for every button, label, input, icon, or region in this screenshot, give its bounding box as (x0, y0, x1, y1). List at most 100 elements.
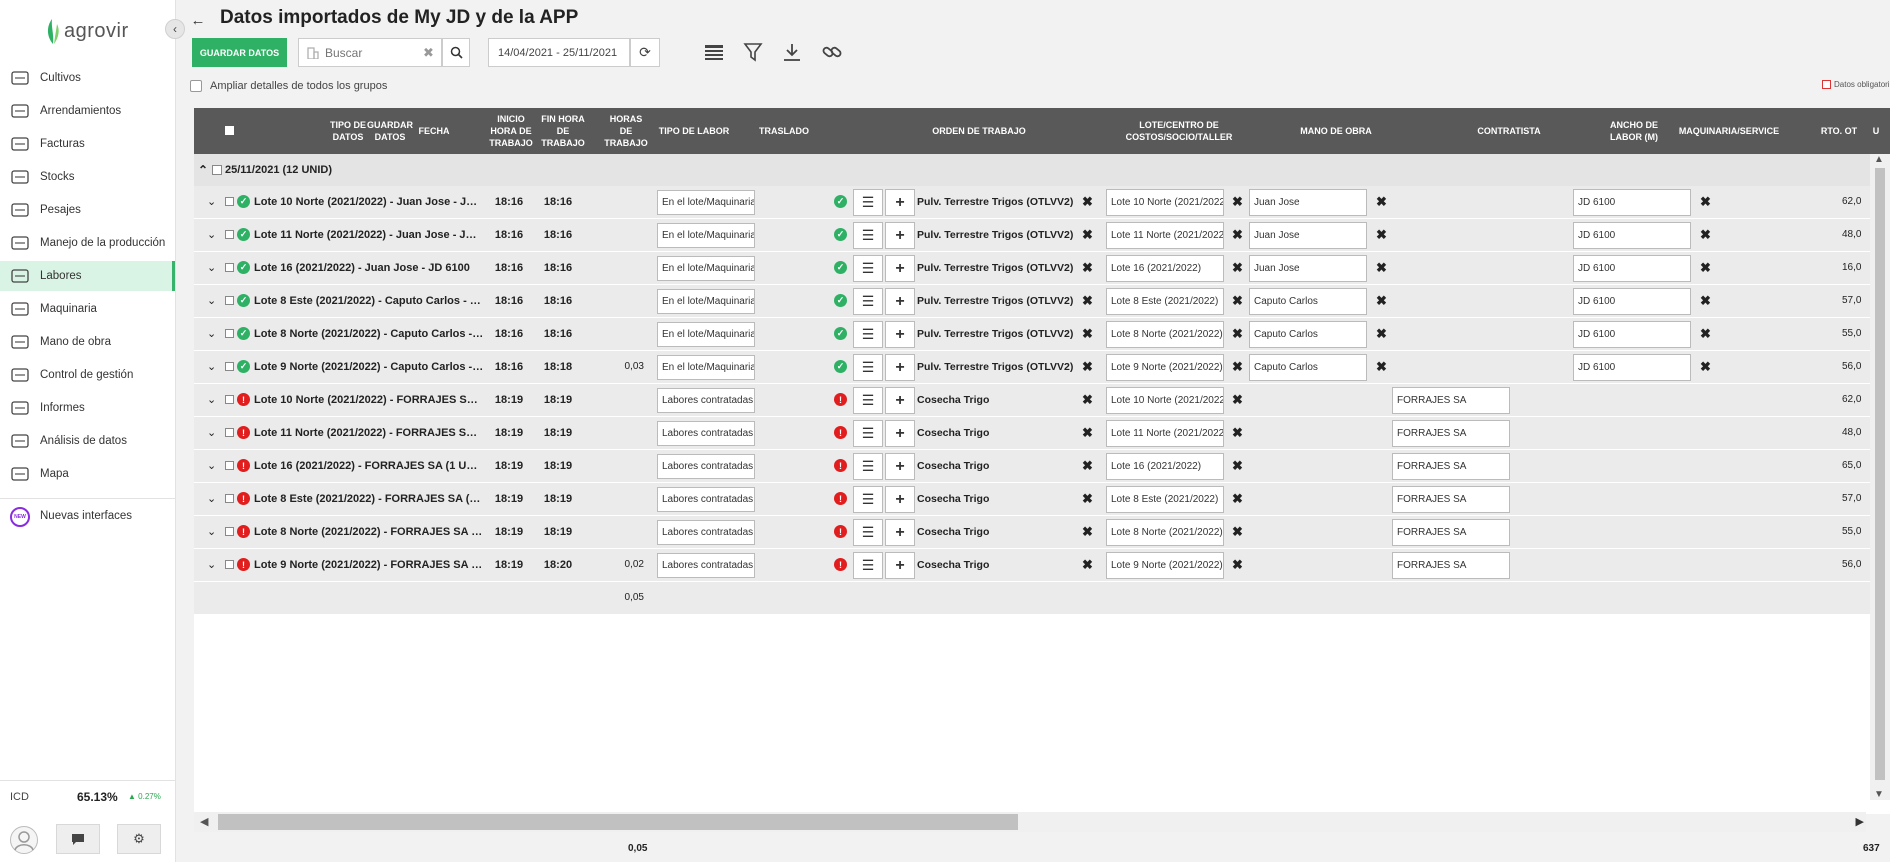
user-avatar[interactable] (10, 826, 38, 854)
chevron-down-icon[interactable]: ⌄ (207, 526, 217, 538)
expand-all-checkbox[interactable] (190, 80, 202, 92)
chevron-down-icon[interactable]: ⌄ (207, 394, 217, 406)
labor-type-select[interactable]: Labores contratadas (657, 388, 755, 413)
contratista-field[interactable]: FORRAJES SA (1392, 387, 1510, 414)
lote-field[interactable]: Lote 10 Norte (2021/2022) (1106, 387, 1224, 414)
order-menu-button[interactable]: ☰ (853, 255, 883, 282)
labor-type-select[interactable]: Labores contratadas (657, 553, 755, 578)
mano-obra-field[interactable]: Juan Jose (1249, 189, 1367, 216)
back-button[interactable]: ← (188, 10, 208, 30)
row-checkbox[interactable] (225, 428, 234, 437)
table-row[interactable]: ⌄! Lote 9 Norte (2021/2022) - FORRAJES SA… (194, 549, 1870, 582)
refresh-button[interactable]: ⟳ (630, 38, 660, 67)
table-row[interactable]: ⌄ ✓ Lote 9 Norte (2021/2022) - Caputo Carl… (194, 351, 1870, 384)
lote-field[interactable]: Lote 9 Norte (2021/2022) (1106, 354, 1224, 381)
row-checkbox[interactable] (225, 362, 234, 371)
sidebar-item-facturas[interactable]: Facturas (0, 129, 175, 159)
mano-obra-field[interactable]: Juan Jose (1249, 255, 1367, 282)
chevron-down-icon[interactable]: ⌄ (207, 262, 217, 274)
row-checkbox[interactable] (225, 395, 234, 404)
remove-order-icon[interactable]: ✖ (1082, 392, 1093, 407)
lote-field[interactable]: Lote 8 Norte (2021/2022) (1106, 519, 1224, 546)
remove-order-icon[interactable]: ✖ (1082, 227, 1093, 242)
row-checkbox[interactable] (225, 560, 234, 569)
labor-type-select[interactable]: En el lote/Maquinaria (657, 289, 755, 314)
sidebar-item-mapa[interactable]: Mapa (0, 459, 175, 489)
add-order-button[interactable]: + (885, 552, 915, 579)
labor-type-select[interactable]: Labores contratadas (657, 520, 755, 545)
columns-icon[interactable] (703, 42, 725, 62)
table-row[interactable]: ⌄ ✓ Lote 10 Norte (2021/2022) - Juan Jose … (194, 186, 1870, 219)
sidebar-item-maquinaria[interactable]: Maquinaria (0, 294, 175, 324)
table-row[interactable]: ⌄ ✓ Lote 16 (2021/2022) - Juan Jose - JD 6… (194, 252, 1870, 285)
contratista-field[interactable]: FORRAJES SA (1392, 420, 1510, 447)
mano-obra-field[interactable]: Juan Jose (1249, 222, 1367, 249)
remove-order-icon[interactable]: ✖ (1082, 293, 1093, 308)
sidebar-item-nuevas-interfaces[interactable]: NEW Nuevas interfaces (0, 501, 175, 531)
remove-lote-icon[interactable]: ✖ (1232, 260, 1243, 275)
header-maquinaria[interactable]: MAQUINARIA/SERVICE (1678, 126, 1780, 136)
order-menu-button[interactable]: ☰ (853, 288, 883, 315)
select-all-checkbox[interactable] (225, 126, 234, 135)
remove-maquinaria-icon[interactable]: ✖ (1700, 359, 1711, 374)
chevron-down-icon[interactable]: ⌄ (207, 229, 217, 241)
chevron-down-icon[interactable]: ⌄ (207, 559, 217, 571)
header-labor[interactable]: TIPO DE LABOR (658, 126, 730, 136)
maquinaria-field[interactable]: JD 6100 (1573, 321, 1691, 348)
horizontal-scrollbar[interactable]: ◀ ▶ (194, 812, 1866, 832)
lote-field[interactable]: Lote 8 Norte (2021/2022) (1106, 321, 1224, 348)
chevron-down-icon[interactable]: ⌄ (207, 196, 217, 208)
remove-lote-icon[interactable]: ✖ (1232, 194, 1243, 209)
add-order-button[interactable]: + (885, 519, 915, 546)
sidebar-item-informes[interactable]: Informes (0, 393, 175, 423)
labor-type-select[interactable]: En el lote/Maquinaria (657, 190, 755, 215)
remove-order-icon[interactable]: ✖ (1082, 491, 1093, 506)
remove-lote-icon[interactable]: ✖ (1232, 326, 1243, 341)
remove-mano-obra-icon[interactable]: ✖ (1376, 359, 1387, 374)
remove-maquinaria-icon[interactable]: ✖ (1700, 326, 1711, 341)
remove-maquinaria-icon[interactable]: ✖ (1700, 293, 1711, 308)
mano-obra-field[interactable]: Caputo Carlos (1249, 321, 1367, 348)
row-checkbox[interactable] (225, 230, 234, 239)
maquinaria-field[interactable]: JD 6100 (1573, 222, 1691, 249)
row-checkbox[interactable] (225, 527, 234, 536)
settings-button[interactable]: ⚙ (117, 824, 161, 854)
labor-type-select[interactable]: En el lote/Maquinaria (657, 322, 755, 347)
sidebar-item-manejo-de-la-producci-n[interactable]: Manejo de la producción (0, 228, 175, 258)
remove-lote-icon[interactable]: ✖ (1232, 458, 1243, 473)
search-input[interactable] (325, 44, 421, 62)
lote-field[interactable]: Lote 11 Norte (2021/2022) (1106, 222, 1224, 249)
lote-field[interactable]: Lote 16 (2021/2022) (1106, 255, 1224, 282)
header-orden[interactable]: ORDEN DE TRABAJO (932, 126, 1026, 136)
order-menu-button[interactable]: ☰ (853, 486, 883, 513)
remove-order-icon[interactable]: ✖ (1082, 260, 1093, 275)
remove-lote-icon[interactable]: ✖ (1232, 392, 1243, 407)
table-row[interactable]: ⌄ ✓ Lote 8 Este (2021/2022) - Caputo Carlo… (194, 285, 1870, 318)
lote-field[interactable]: Lote 11 Norte (2021/2022) (1106, 420, 1224, 447)
scroll-right-icon[interactable]: ▶ (1855, 816, 1864, 828)
sidebar-item-stocks[interactable]: Stocks (0, 162, 175, 192)
labor-type-select[interactable]: Labores contratadas (657, 487, 755, 512)
mano-obra-field[interactable]: Caputo Carlos (1249, 288, 1367, 315)
add-order-button[interactable]: + (885, 387, 915, 414)
maquinaria-field[interactable]: JD 6100 (1573, 354, 1691, 381)
remove-lote-icon[interactable]: ✖ (1232, 425, 1243, 440)
row-checkbox[interactable] (225, 494, 234, 503)
chevron-up-icon[interactable]: ⌃ (198, 163, 209, 177)
order-menu-button[interactable]: ☰ (853, 552, 883, 579)
row-checkbox[interactable] (225, 296, 234, 305)
header-lote[interactable]: LOTE/CENTRO DE COSTOS/SOCIO/TALLER (1125, 120, 1233, 142)
sidebar-item-pesajes[interactable]: Pesajes (0, 195, 175, 225)
remove-mano-obra-icon[interactable]: ✖ (1376, 194, 1387, 209)
add-order-button[interactable]: + (885, 354, 915, 381)
header-mano[interactable]: MANO DE OBRA (1300, 126, 1372, 136)
group-checkbox[interactable] (212, 165, 222, 175)
header-ancho[interactable]: ANCHO DE LABOR (M) (1609, 120, 1658, 142)
table-row[interactable]: ⌄! Lote 10 Norte (2021/2022) - FORRAJES S… (194, 384, 1870, 417)
header-horas[interactable]: HORAS DE TRABAJO (604, 114, 648, 148)
order-menu-button[interactable]: ☰ (853, 354, 883, 381)
chevron-down-icon[interactable]: ⌄ (207, 295, 217, 307)
lote-field[interactable]: Lote 9 Norte (2021/2022) (1106, 552, 1224, 579)
contratista-field[interactable]: FORRAJES SA (1392, 519, 1510, 546)
scroll-left-icon[interactable]: ◀ (200, 816, 209, 828)
